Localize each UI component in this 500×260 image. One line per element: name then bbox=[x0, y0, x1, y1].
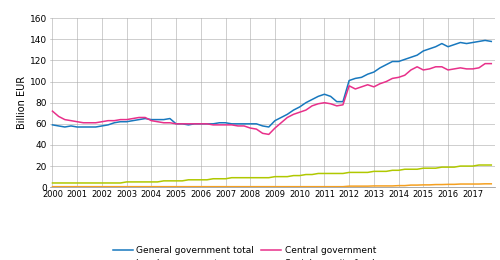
General government total bbox=[204, 122, 210, 125]
Line: Social security funds: Social security funds bbox=[52, 184, 492, 187]
General government total bbox=[482, 39, 488, 42]
Y-axis label: Billion EUR: Billion EUR bbox=[17, 76, 27, 129]
Local government bbox=[328, 172, 334, 175]
Social security funds bbox=[482, 182, 488, 185]
Central government bbox=[266, 133, 272, 136]
Social security funds bbox=[328, 185, 334, 188]
Line: Local government: Local government bbox=[52, 165, 492, 183]
Social security funds bbox=[346, 185, 352, 188]
Legend: General government total, Local government, Central government, Social security : General government total, Local governme… bbox=[112, 246, 379, 260]
General government total bbox=[118, 120, 124, 123]
Social security funds bbox=[112, 185, 117, 188]
Central government bbox=[112, 119, 117, 122]
General government total bbox=[458, 41, 464, 44]
Central government bbox=[50, 109, 56, 113]
Central government bbox=[352, 87, 358, 90]
Local government bbox=[50, 181, 56, 185]
Central government bbox=[198, 122, 204, 125]
Local government bbox=[488, 164, 494, 167]
Central government bbox=[303, 108, 309, 112]
Central government bbox=[334, 104, 340, 107]
Local government bbox=[346, 171, 352, 174]
General government total bbox=[334, 100, 340, 103]
Line: Central government: Central government bbox=[52, 64, 492, 134]
General government total bbox=[352, 77, 358, 80]
Social security funds bbox=[154, 185, 160, 188]
Line: General government total: General government total bbox=[52, 40, 492, 127]
Local government bbox=[296, 174, 302, 177]
Social security funds bbox=[198, 185, 204, 188]
Central government bbox=[482, 62, 488, 65]
Social security funds bbox=[296, 185, 302, 188]
General government total bbox=[488, 40, 494, 43]
Local government bbox=[198, 178, 204, 181]
General government total bbox=[62, 125, 68, 128]
Central government bbox=[488, 62, 494, 65]
General government total bbox=[50, 123, 56, 126]
Social security funds bbox=[50, 185, 56, 188]
Local government bbox=[476, 164, 482, 167]
Local government bbox=[112, 181, 117, 185]
Local government bbox=[154, 180, 160, 184]
General government total bbox=[303, 101, 309, 104]
Social security funds bbox=[488, 182, 494, 185]
Central government bbox=[458, 66, 464, 69]
